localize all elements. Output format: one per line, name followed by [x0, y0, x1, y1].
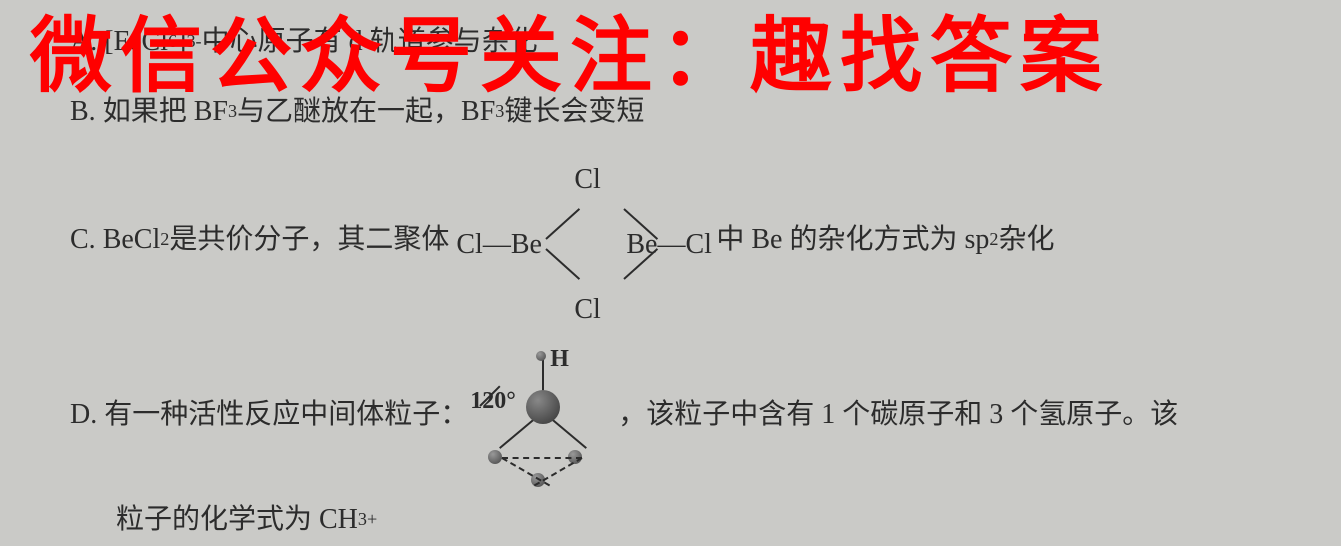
- option-d-text2: ，该粒子中含有 1 个碳原子和 3 个氢原子。该: [618, 395, 1178, 434]
- option-d-line1: D. 有一种活性反应中间体粒子： 120° H ，该粒子中含有 1 个碳原子和 …: [70, 345, 1178, 485]
- option-b-mid: 与乙醚放在一起，BF: [237, 92, 495, 131]
- ch3-h-label: H: [550, 343, 569, 377]
- option-a-text: 中心原子有 d 轨道参与杂化: [202, 22, 538, 61]
- option-d-label: D.: [70, 395, 97, 434]
- option-a-sup1: 3-: [186, 29, 201, 54]
- be2cl4-bond-lb: [546, 248, 581, 280]
- option-a-mid1: ]: [177, 22, 186, 61]
- option-c-sub1: 2: [160, 227, 169, 252]
- option-b-pre: 如果把 BF: [103, 92, 228, 131]
- option-c-text3: 杂化: [998, 220, 1054, 259]
- option-b-text: 键长会变短: [504, 92, 644, 131]
- option-d-sup: +: [367, 507, 377, 532]
- be2cl4-bond-lt: [546, 208, 581, 240]
- exam-page: A. [FeCl6]3- 中心原子有 d 轨道参与杂化 B. 如果把 BF3 与…: [0, 0, 1341, 546]
- ch3-atom-1: [488, 450, 502, 464]
- be2cl4-top: Cl: [574, 160, 600, 199]
- option-b-sub2: 3: [495, 99, 504, 124]
- option-b: B. 如果把 BF3 与乙醚放在一起，BF3 键长会变短: [70, 92, 644, 131]
- option-a-sub1: 6: [168, 29, 177, 54]
- option-c-text1: 是共价分子，其二聚体: [169, 220, 449, 259]
- option-a-label: A.: [70, 22, 97, 61]
- option-d-text3: 粒子的化学式为 CH: [116, 500, 358, 539]
- option-d-sub: 3: [358, 507, 367, 532]
- be2cl4-left: Cl—Be: [456, 225, 542, 264]
- option-c-label: C.: [70, 220, 96, 259]
- option-b-label: B.: [70, 92, 96, 131]
- option-d-text1: 有一种活性反应中间体粒子：: [104, 395, 468, 434]
- option-c-pre: BeCl: [103, 220, 161, 259]
- ch3-center-atom: [526, 390, 560, 424]
- be2cl4-right: Be—Cl: [626, 225, 712, 264]
- ch3-dash-1: [502, 457, 582, 459]
- option-c-sup: 2: [989, 227, 998, 252]
- option-a: A. [FeCl6]3- 中心原子有 d 轨道参与杂化: [70, 22, 538, 61]
- option-a-pre: [FeCl: [104, 22, 168, 61]
- ch3-dash-2: [502, 457, 551, 486]
- be2cl4-bottom: Cl: [574, 290, 600, 329]
- option-b-sub1: 3: [228, 99, 237, 124]
- ch3-dash-3: [534, 457, 583, 486]
- option-d-line2: 粒子的化学式为 CH3+: [116, 500, 377, 539]
- option-c: C. BeCl2是共价分子，其二聚体 Cl—Be Cl Cl Be—Cl 中 B…: [70, 160, 1054, 320]
- option-c-text2: 中 Be 的杂化方式为 sp: [716, 220, 989, 259]
- ch3-diagram: 120° H: [468, 345, 618, 485]
- ch3-h-atom: [536, 351, 546, 361]
- ch3-bond-h: [542, 359, 544, 391]
- be2cl4-diagram: Cl—Be Cl Cl Be—Cl: [456, 160, 716, 320]
